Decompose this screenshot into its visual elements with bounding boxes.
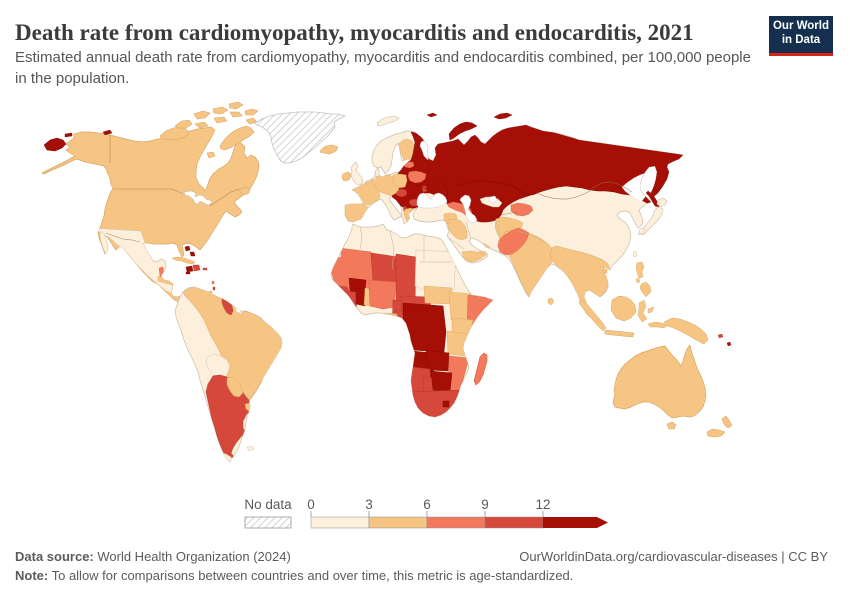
svg-text:3: 3 [365,497,373,512]
svg-text:6: 6 [423,497,431,512]
svg-text:12: 12 [535,497,550,512]
svg-text:0: 0 [307,497,315,512]
svg-text:9: 9 [481,497,489,512]
svg-text:No data: No data [244,497,292,512]
